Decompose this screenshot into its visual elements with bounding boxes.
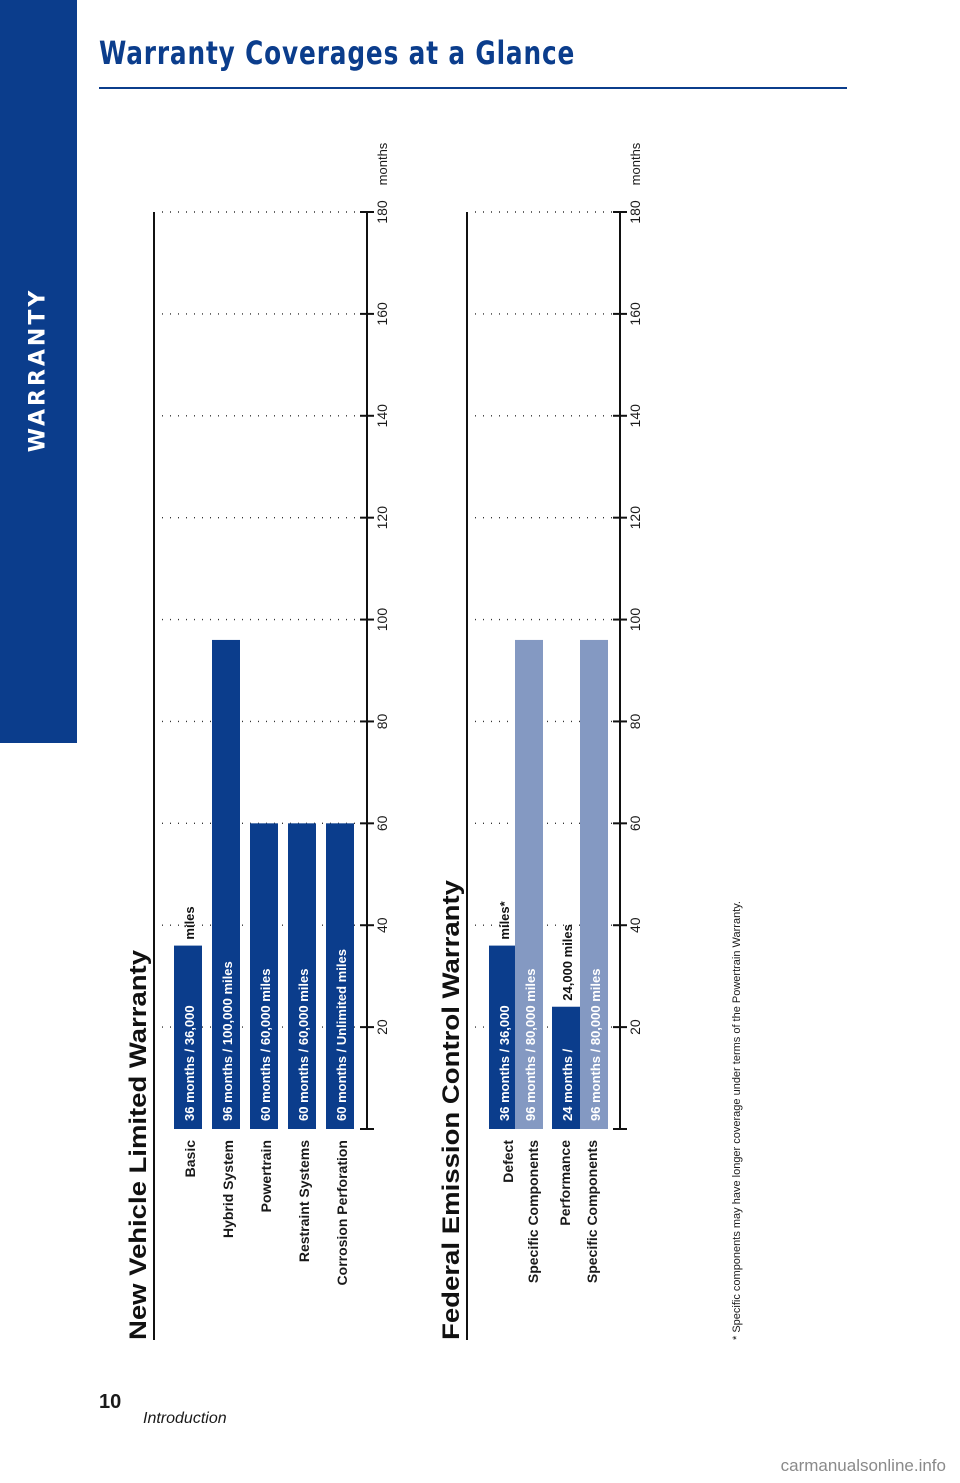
category-label: Powertrain xyxy=(258,1140,274,1212)
bar xyxy=(489,945,517,1129)
bar xyxy=(288,823,316,1129)
tick-label: 180 xyxy=(374,200,390,224)
bar-label-outside: 24,000 miles xyxy=(560,924,575,1001)
footnote: * Specific components may have longer co… xyxy=(731,901,743,1340)
sidebar-tab: WARRANTY xyxy=(0,0,77,743)
tick-label: 20 xyxy=(627,1019,643,1035)
tick-label: 80 xyxy=(374,713,390,729)
tick-label: 40 xyxy=(627,917,643,933)
tick-label: 60 xyxy=(627,815,643,831)
chart-1: New Vehicle Limited Warranty 20 40 60 80 100 1… xyxy=(125,142,390,1340)
chart-title: Federal Emission Control Warranty xyxy=(438,879,465,1340)
bar-label: 96 months / 80,000 miles xyxy=(523,969,538,1121)
tick-label: 20 xyxy=(374,1019,390,1035)
title-divider xyxy=(99,87,847,89)
tick-label: 160 xyxy=(627,302,643,326)
bar-label: 60 months / 60,000 miles xyxy=(258,969,273,1121)
tick-label: 120 xyxy=(374,506,390,530)
tick-label: 60 xyxy=(374,815,390,831)
tick-label: 140 xyxy=(627,404,643,428)
bar-label-outside: miles xyxy=(182,906,197,939)
tick-label: 100 xyxy=(374,608,390,632)
bar xyxy=(580,639,608,1129)
bar xyxy=(250,823,278,1129)
bar-label: 36 months / 36,000 xyxy=(182,1005,197,1121)
tick-label: 80 xyxy=(627,713,643,729)
tick-label: 160 xyxy=(374,302,390,326)
category-label: Basic xyxy=(182,1140,198,1178)
bar-label: 24 months / xyxy=(560,1048,575,1121)
tick-label: 180 xyxy=(627,200,643,224)
bar-label: 60 months / Unlimited miles xyxy=(334,949,349,1121)
category-label: Performance xyxy=(557,1140,573,1226)
tick-label: 120 xyxy=(627,506,643,530)
axis-label-months: months xyxy=(375,142,390,185)
bar-label: 60 months / 60,000 miles xyxy=(296,969,311,1121)
bar xyxy=(552,1006,580,1129)
category-label: Restraint Systems xyxy=(296,1140,312,1262)
section-name: Introduction xyxy=(143,1410,227,1427)
category-label: Hybrid System xyxy=(220,1140,236,1238)
bar-label: 96 months / 80,000 miles xyxy=(588,969,603,1121)
tick-label: 140 xyxy=(374,404,390,428)
page-number: 10 xyxy=(99,1391,122,1413)
axis-label-months: months xyxy=(628,142,643,185)
bar-label-outside: miles* xyxy=(497,900,512,939)
chart-title: New Vehicle Limited Warranty xyxy=(125,949,152,1340)
bar-label: 36 months / 36,000 xyxy=(497,1005,512,1121)
tick-label: 100 xyxy=(627,608,643,632)
page-title: Warranty Coverages at a Glance xyxy=(99,34,576,72)
bar xyxy=(212,639,240,1129)
chart-2: Federal Emission Control Warranty 20 40 60 8… xyxy=(438,142,643,1340)
bar-label: 96 months / 100,000 miles xyxy=(220,961,235,1121)
bar xyxy=(174,945,202,1129)
category-label: Specific Components xyxy=(525,1140,541,1283)
category-label: Defect xyxy=(500,1140,516,1183)
category-label: Corrosion Perforation xyxy=(334,1140,350,1285)
tick-label: 40 xyxy=(374,917,390,933)
category-label: Specific Components xyxy=(584,1140,600,1283)
watermark: carmanualsonline.info xyxy=(780,1456,946,1475)
bar xyxy=(515,639,543,1129)
bar xyxy=(326,823,354,1129)
